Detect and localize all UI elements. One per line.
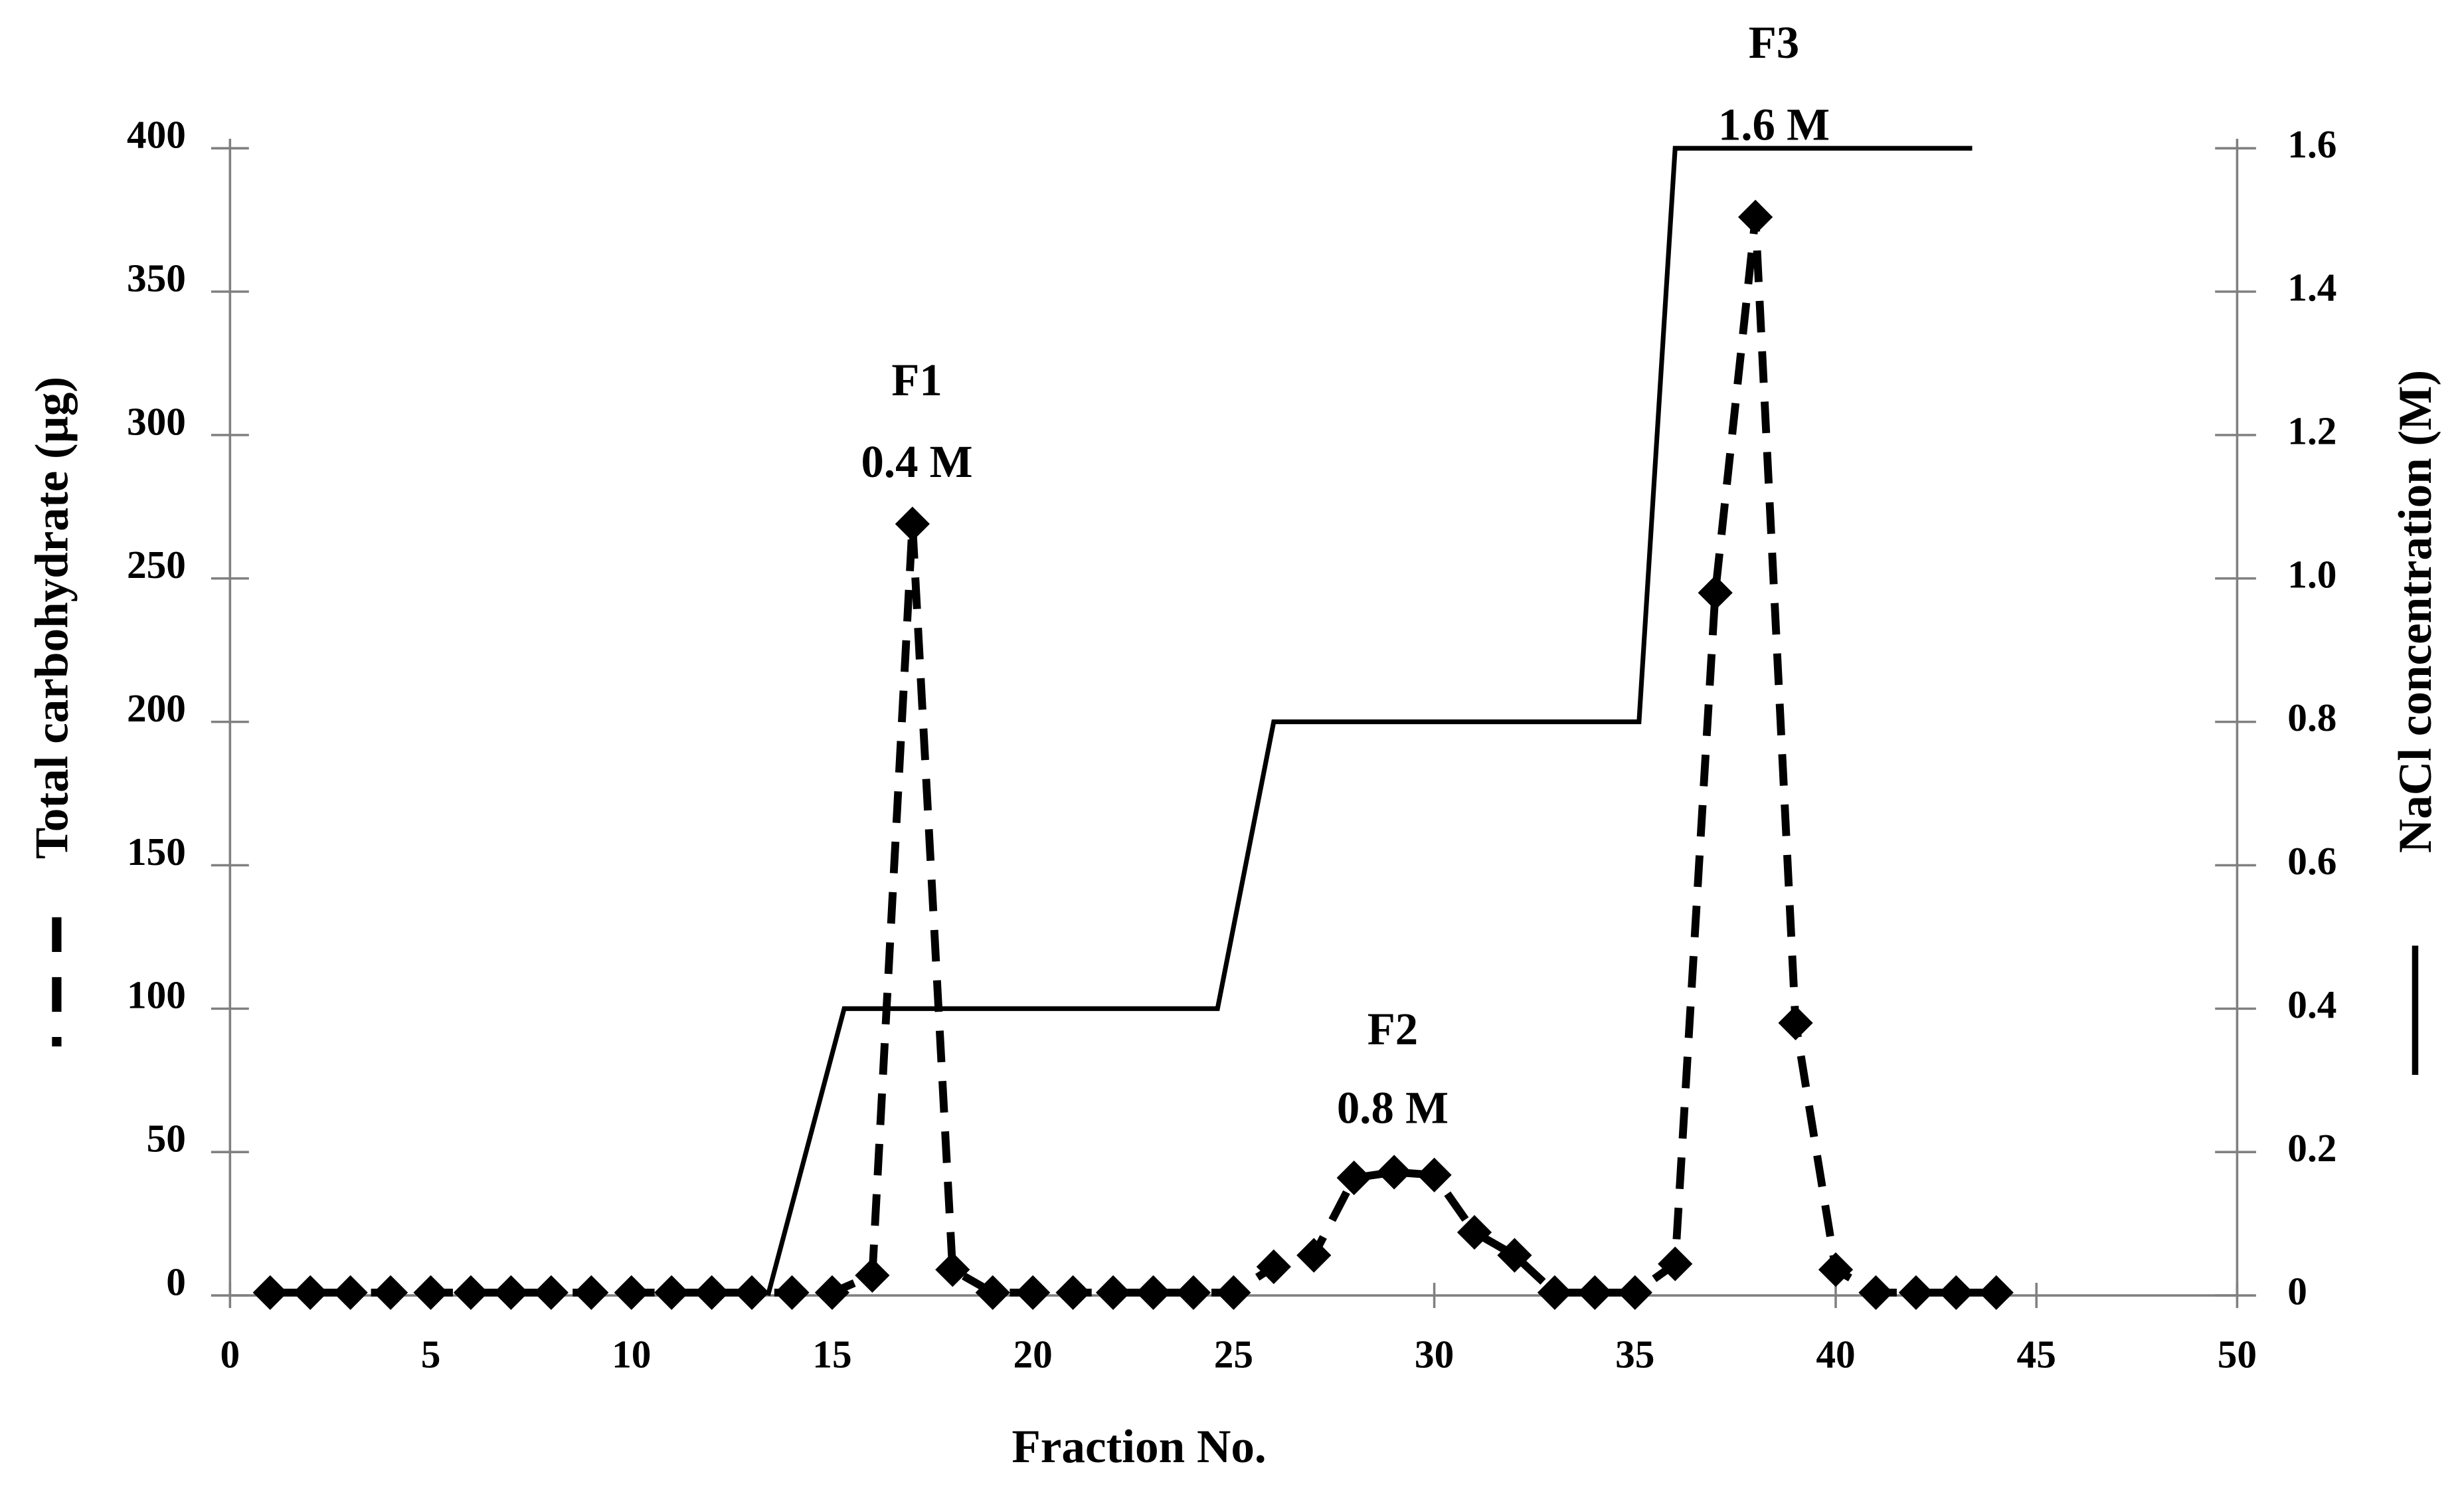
y2-tick-label: 0.2 [2287,1126,2336,1170]
data-point [1939,1275,1974,1310]
y2-tick-label: 0 [2287,1269,2307,1313]
y-tick-label: 300 [127,399,186,443]
data-point [614,1275,649,1310]
data-point [1095,1275,1131,1310]
annotation: 0.8 M [1337,1083,1449,1133]
data-point [774,1275,810,1310]
annotation: F2 [1367,1004,1418,1054]
data-point [1417,1157,1452,1192]
y2-tick-label: 1.4 [2287,266,2336,310]
y2-tick-label: 1.0 [2287,552,2336,596]
data-point [895,506,930,541]
x-tick-label: 30 [1415,1333,1454,1376]
data-point [1738,199,1773,235]
data-point [975,1275,1010,1310]
data-point [533,1275,569,1310]
y-tick-label: 100 [127,973,186,1017]
data-point [1336,1160,1371,1196]
x-tick-label: 50 [2218,1333,2257,1376]
y2-tick-label: 0.6 [2287,839,2336,883]
annotation: F1 [891,355,942,405]
x-tick-label: 15 [812,1333,851,1376]
data-point [1617,1275,1652,1310]
y-axis-title: Total carbohydrate (µg) [27,377,78,859]
data-point [694,1275,729,1310]
data-point [413,1275,448,1310]
x-tick-label: 5 [421,1333,441,1376]
data-point [1136,1275,1171,1310]
series-line [765,145,1973,1296]
y-tick-label: 0 [166,1260,186,1303]
x-tick-label: 45 [2017,1333,2056,1376]
data-point [1296,1238,1332,1273]
y-tick-label: 350 [127,256,186,300]
data-point [1979,1275,2014,1310]
annotation: 0.4 M [861,436,973,487]
data-point [373,1275,408,1310]
y-tick-label: 50 [147,1117,186,1161]
x-tick-label: 35 [1615,1333,1654,1376]
data-point [333,1275,368,1310]
data-point [855,1258,890,1293]
y-tick-label: 150 [127,830,186,874]
y2-tick-label: 1.6 [2287,122,2336,166]
y2-tick-label: 0.8 [2287,696,2336,739]
data-point [734,1275,770,1310]
data-point [1256,1249,1291,1284]
x-axis-title: Fraction No. [1012,1421,1266,1473]
y-tick-label: 250 [127,543,186,587]
data-point [1497,1238,1532,1273]
data-point [453,1275,489,1310]
data-point [1456,1214,1492,1250]
y2-tick-label: 1.2 [2287,409,2336,452]
data-point [1055,1275,1091,1310]
data-point [1176,1275,1211,1310]
data-point [574,1275,609,1310]
x-tick-label: 0 [220,1333,240,1376]
data-point [1015,1275,1051,1310]
y-tick-label: 400 [127,113,186,157]
x-tick-label: 25 [1214,1333,1253,1376]
x-tick-label: 20 [1013,1333,1053,1376]
y2-axis-title: NaCl concentration (M) [2390,370,2441,853]
y2-tick-label: 0.4 [2287,983,2336,1026]
x-tick-label: 10 [612,1333,651,1376]
series-line [270,217,1996,1297]
annotation: F3 [1749,17,1799,68]
y-tick-label: 200 [127,686,186,730]
data-point [493,1275,529,1310]
annotation: 1.6 M [1718,99,1830,149]
data-point [814,1275,850,1310]
data-point [1216,1275,1251,1310]
x-tick-label: 40 [1816,1333,1855,1376]
